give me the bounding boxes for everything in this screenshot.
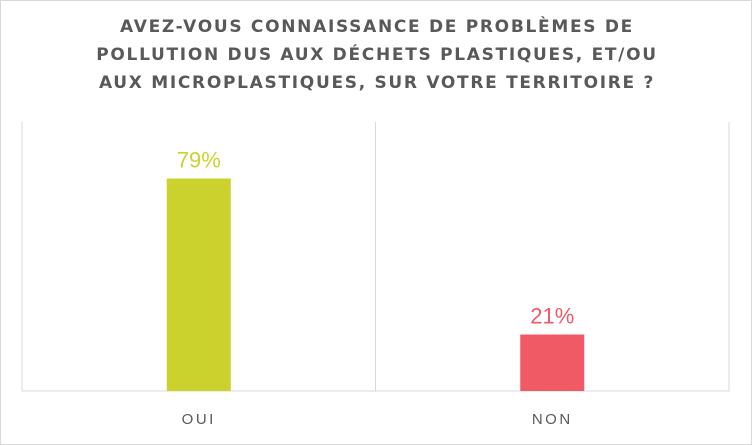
x-tick-label-oui: OUI [182,411,216,428]
chart-title: AVEZ-VOUS CONNAISSANCE DE PROBLÈMES DE P… [41,13,713,97]
chart-title-line-2: POLLUTION DUS AUX DÉCHETS PLASTIQUES, ET… [96,45,658,65]
data-label-oui: 79% [177,147,221,172]
data-label-non: 21% [530,304,574,329]
bar-non [520,334,585,391]
chart-title-line-1: AVEZ-VOUS CONNAISSANCE DE PROBLÈMES DE [120,17,634,37]
chart-title-line-3: AUX MICROPLASTIQUES, SUR VOTRE TERRITOIR… [98,73,656,93]
bar-oui [166,178,231,391]
x-tick-label-non: NON [532,411,573,428]
